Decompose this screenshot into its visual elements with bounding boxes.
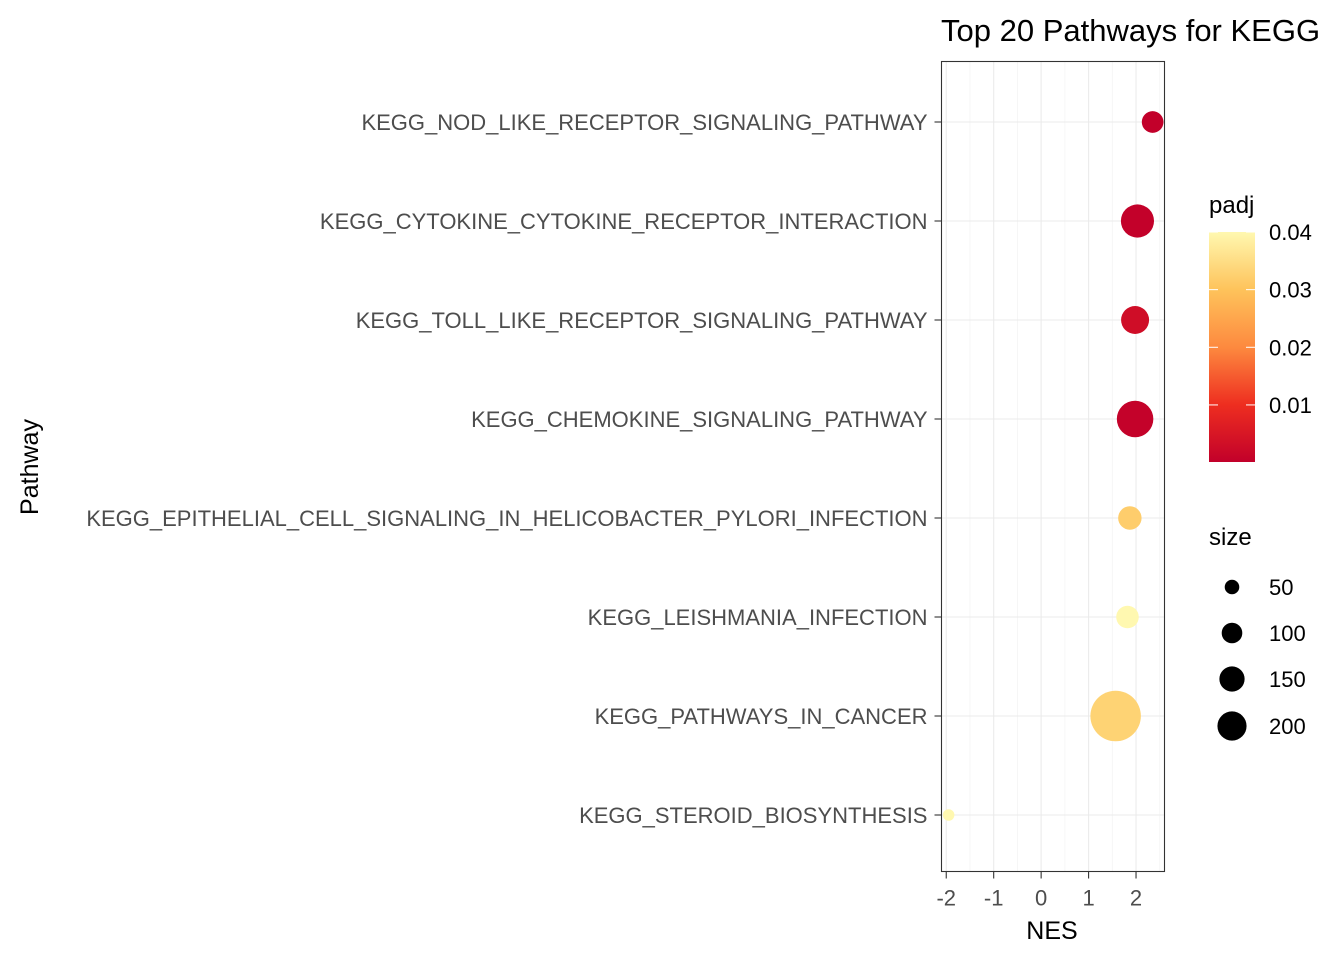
size-legend-keys: 50 100 150 200 — [1217, 575, 1306, 741]
data-point — [1090, 690, 1141, 742]
data-point — [1116, 400, 1154, 438]
color-tick-label: 0.02 — [1269, 335, 1312, 360]
size-key-dot — [1217, 711, 1247, 741]
size-key-label: 100 — [1269, 621, 1306, 646]
x-tick-label: 1 — [1082, 886, 1094, 911]
y-tick-label: KEGG_LEISHMANIA_INFECTION — [588, 605, 928, 630]
data-point — [1120, 204, 1155, 238]
color-tick-label: 0.04 — [1269, 220, 1312, 245]
data-point — [1118, 506, 1142, 530]
color-tick-label: 0.03 — [1269, 278, 1312, 303]
y-tick-label: KEGG_PATHWAYS_IN_CANCER — [595, 704, 928, 729]
panel-border — [940, 60, 1166, 873]
y-axis: KEGG_NOD_LIKE_RECEPTOR_SIGNALING_PATHWAY… — [86, 110, 942, 828]
points-layer — [942, 111, 1164, 821]
x-tick-label: 0 — [1035, 886, 1047, 911]
x-tick-label: -1 — [984, 886, 1004, 911]
data-point — [1121, 306, 1150, 334]
chart-title: Top 20 Pathways for KEGG — [941, 13, 1320, 48]
grid-layer — [941, 61, 1165, 872]
x-axis-title: NES — [1026, 917, 1077, 945]
size-key-label: 150 — [1269, 667, 1306, 692]
size-key-label: 50 — [1269, 575, 1293, 600]
color-legend-ticks: 0.01 0.02 0.03 0.04 — [1209, 220, 1312, 418]
color-tick-label: 0.01 — [1269, 393, 1312, 418]
data-point — [1116, 605, 1139, 629]
data-point — [1141, 111, 1164, 133]
size-key-label: 200 — [1269, 714, 1306, 739]
x-axis: -2 -1 0 1 2 — [936, 871, 1142, 911]
y-tick-label: KEGG_STEROID_BIOSYNTHESIS — [579, 803, 927, 828]
y-tick-label: KEGG_CHEMOKINE_SIGNALING_PATHWAY — [471, 407, 928, 432]
x-tick-label: 2 — [1130, 886, 1142, 911]
y-axis-title: Pathway — [16, 419, 44, 515]
y-tick-label: KEGG_NOD_LIKE_RECEPTOR_SIGNALING_PATHWAY — [361, 110, 927, 135]
size-key-dot — [1219, 666, 1245, 692]
y-tick-label: KEGG_TOLL_LIKE_RECEPTOR_SIGNALING_PATHWA… — [356, 308, 928, 333]
color-legend: padj 0.01 0.02 0.03 0.04 — [1209, 192, 1312, 462]
size-legend-title: size — [1209, 524, 1252, 551]
y-tick-label: KEGG_EPITHELIAL_CELL_SIGNALING_IN_HELICO… — [86, 506, 927, 531]
size-legend: size 50 100 150 200 — [1209, 524, 1306, 741]
y-tick-label: KEGG_CYTOKINE_CYTOKINE_RECEPTOR_INTERACT… — [320, 209, 928, 234]
data-point — [942, 809, 955, 821]
size-key-dot — [1224, 579, 1240, 595]
color-legend-title: padj — [1209, 192, 1254, 219]
size-key-dot — [1221, 622, 1243, 644]
x-tick-label: -2 — [936, 886, 956, 911]
